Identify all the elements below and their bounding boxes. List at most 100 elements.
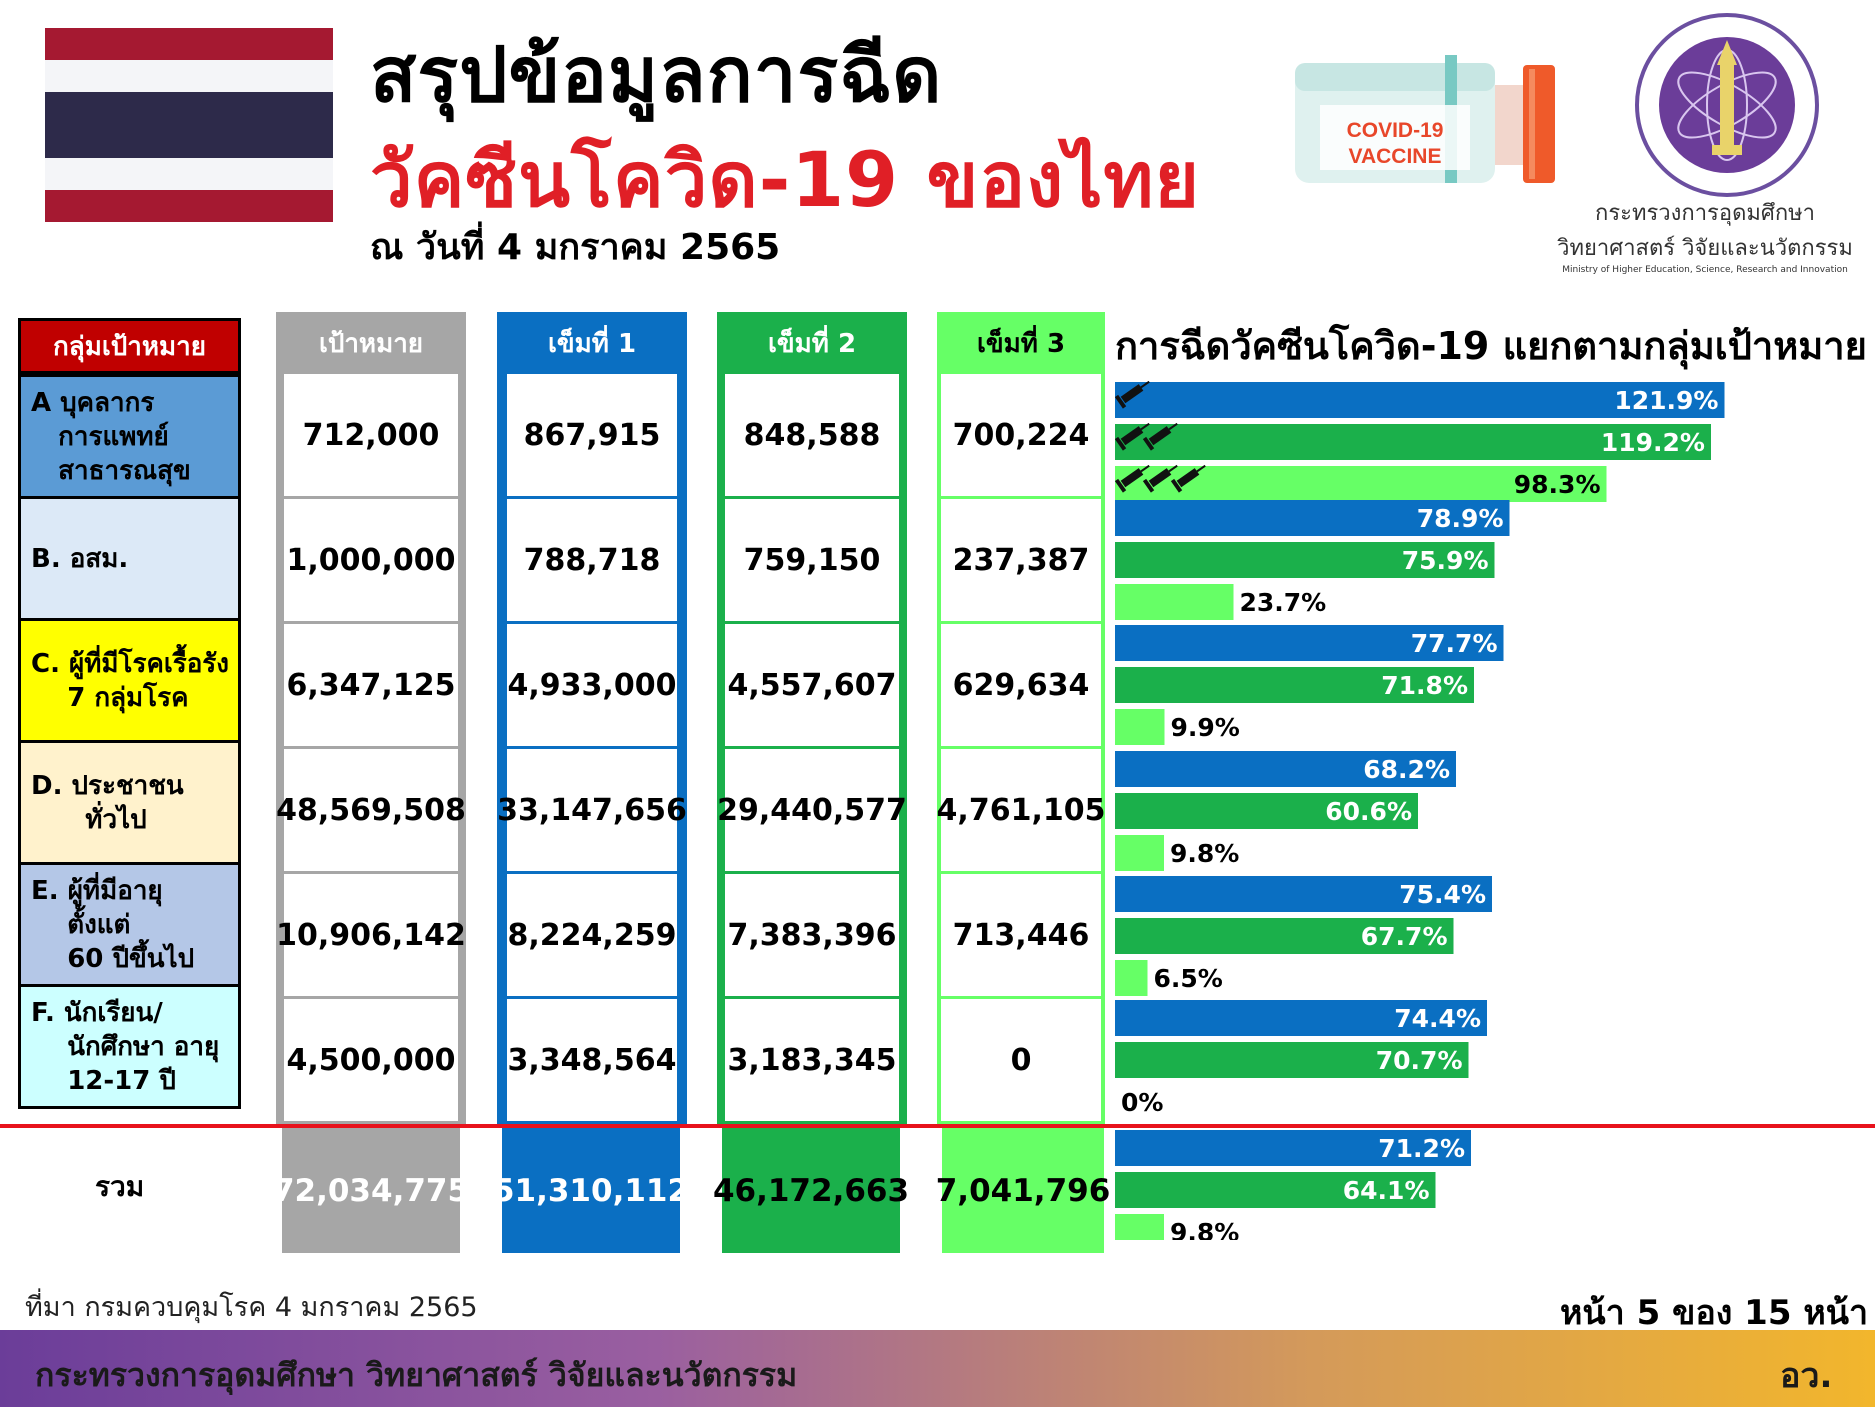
bar-label-1-2: 23.7%: [1240, 588, 1327, 617]
bar-6-1: [1115, 1172, 1436, 1208]
dose2-cell: 7,383,396: [725, 874, 899, 996]
group-label-text: F. นักเรียน/ นักศึกษา อายุ 12-17 ปี: [31, 997, 220, 1096]
dose3-cell: 700,224: [941, 374, 1101, 496]
page-number: หน้า 5 ของ 15 หน้า: [1560, 1293, 1869, 1333]
group-column: A บุคลากร การแพทย์ สาธารณสุข B. อสม. C. ผู…: [18, 374, 241, 1109]
dose1-column: 867,915 788,718 4,933,000 33,147,656 8,224,2…: [497, 374, 687, 1126]
total-divider-line: [0, 1124, 1875, 1128]
header-target: เป้าหมาย: [276, 312, 466, 374]
bar-label-3-0: 68.2%: [1363, 755, 1450, 784]
target-cell: 4,500,000: [284, 999, 458, 1121]
bar-label-0-2: 98.3%: [1514, 470, 1601, 499]
ministry-seal-logo: [1635, 13, 1819, 197]
bar-1-1: [1115, 542, 1495, 578]
dose3-cell: 0: [941, 999, 1101, 1121]
header-dose1: เข็มที่ 1: [497, 312, 687, 374]
bar-3-1: [1115, 793, 1418, 829]
dose2-cell: 848,588: [725, 374, 899, 496]
group-label-text: B. อสม.: [31, 543, 129, 574]
dose2-column: 848,588 759,150 4,557,607 29,440,577 7,383,3…: [717, 374, 907, 1126]
bar-2-0: [1115, 625, 1504, 661]
page-title-line1: สรุปข้อมูลการฉีด: [370, 30, 943, 119]
bar-3-2: [1115, 835, 1164, 871]
footer-abbr: อว.: [1780, 1356, 1833, 1396]
total-dose3: 7,041,796: [936, 1128, 1110, 1253]
group-label-text: E. ผู้ที่มีอายุ ตั้งแต่ 60 ปีขึ้นไป: [31, 875, 195, 974]
dose3-cell: 713,446: [941, 874, 1101, 996]
bar-0-1: [1115, 424, 1711, 460]
bar-label-3-1: 60.6%: [1325, 797, 1412, 826]
header-dose2: เข็มที่ 2: [717, 312, 907, 374]
bar-label-2-0: 77.7%: [1411, 629, 1498, 658]
group-label-text: A บุคลากร การแพทย์ สาธารณสุข: [31, 387, 191, 486]
bar-2-2: [1115, 709, 1165, 745]
target-column: 712,000 1,000,000 6,347,125 48,569,508 10,90…: [276, 374, 466, 1126]
bar-3-0: [1115, 751, 1456, 787]
report-date: ณ วันที่ 4 มกราคม 2565: [370, 227, 781, 268]
ministry-name-block: กระทรวงการอุดมศึกษา วิทยาศาสตร์ วิจัยและ…: [1555, 195, 1855, 275]
bar-6-2: [1115, 1214, 1164, 1240]
target-cell: 6,347,125: [284, 624, 458, 746]
bar-label-6-2: 9.8%: [1170, 1218, 1239, 1240]
dose1-cell: 788,718: [507, 499, 677, 621]
bar-label-1-1: 75.9%: [1402, 546, 1489, 575]
group-label-0: A บุคลากร การแพทย์ สาธารณสุข: [18, 374, 241, 499]
target-cell: 10,906,142: [276, 874, 466, 996]
dose2-cell: 759,150: [725, 499, 899, 621]
dose1-cell: 4,933,000: [507, 624, 677, 746]
target-cell: 712,000: [284, 374, 458, 496]
dose3-cell: 4,761,105: [937, 749, 1105, 871]
syringe-icon: [1115, 464, 1150, 493]
dose1-cell: 867,915: [507, 374, 677, 496]
dose3-cell: 629,634: [941, 624, 1101, 746]
vaccine-label-1: COVID-19: [1347, 119, 1444, 142]
dose2-cell: 4,557,607: [725, 624, 899, 746]
bar-0-0: [1115, 382, 1725, 418]
dose1-cell: 8,224,259: [507, 874, 677, 996]
syringe-icon: [1170, 464, 1206, 493]
bar-label-2-1: 71.8%: [1381, 671, 1468, 700]
dose1-cell: 3,348,564: [507, 999, 677, 1121]
dose2-cell: 29,440,577: [717, 749, 907, 871]
target-cell: 48,569,508: [276, 749, 466, 871]
header-dose3: เข็มที่ 3: [937, 312, 1105, 374]
target-cell: 1,000,000: [284, 499, 458, 621]
group-label-2: C. ผู้ที่มีโรคเรื้อรัง 7 กลุ่มโรค: [18, 618, 241, 743]
group-label-text: D. ประชาชน ทั่วไป: [31, 770, 184, 835]
bar-label-0-1: 119.2%: [1601, 428, 1705, 457]
total-dose2: 46,172,663: [713, 1128, 909, 1253]
bar-4-1: [1115, 918, 1454, 954]
bar-4-0: [1115, 876, 1492, 912]
chart-title: การฉีดวัคซีนโควิด-19 แยกตามกลุ่มเป้าหมาย: [1115, 324, 1867, 368]
page-title-line2: วัคซีนโควิด-19 ของไทย: [370, 135, 1201, 224]
thai-flag: [45, 28, 333, 222]
bar-label-4-1: 67.7%: [1361, 922, 1448, 951]
bar-6-0: [1115, 1130, 1471, 1166]
ministry-name-en: Ministry of Higher Education, Science, R…: [1562, 265, 1848, 275]
footer-bar: [0, 1330, 1875, 1407]
total-target: 72,034,775: [273, 1128, 469, 1253]
bar-label-1-0: 78.9%: [1417, 504, 1504, 533]
footer-ministry-name: กระทรวงการอุดมศึกษา วิทยาศาสตร์ วิจัยและ…: [35, 1356, 798, 1394]
ministry-name-th-2: วิทยาศาสตร์ วิจัยและนวัตกรรม: [1557, 236, 1853, 261]
syringe-icon: [1115, 422, 1150, 451]
bar-label-0-0: 121.9%: [1614, 386, 1718, 415]
vaccine-bottle-icon: COVID-19 VACCINE: [1295, 55, 1555, 183]
bar-label-3-2: 9.8%: [1170, 839, 1239, 868]
bar-5-0: [1115, 1000, 1487, 1036]
bar-label-4-0: 75.4%: [1399, 880, 1486, 909]
bar-5-1: [1115, 1042, 1469, 1078]
dose1-cell: 33,147,656: [497, 749, 687, 871]
dose3-cell: 237,387: [941, 499, 1101, 621]
bar-label-5-2: 0%: [1121, 1088, 1163, 1117]
dose2-cell: 3,183,345: [725, 999, 899, 1121]
syringe-icon: [1142, 422, 1178, 451]
ministry-name-th-1: กระทรวงการอุดมศึกษา: [1595, 201, 1815, 226]
total-dose1: 51,310,112: [493, 1128, 689, 1253]
dose3-column: 700,224 237,387 629,634 4,761,105 713,446 0: [937, 374, 1105, 1126]
group-label-4: E. ผู้ที่มีอายุ ตั้งแต่ 60 ปีขึ้นไป: [18, 862, 241, 987]
bar-label-5-1: 70.7%: [1376, 1046, 1463, 1075]
syringe-icon: [1115, 380, 1150, 409]
group-label-3: D. ประชาชน ทั่วไป: [18, 740, 241, 865]
bar-label-6-1: 64.1%: [1343, 1176, 1430, 1205]
